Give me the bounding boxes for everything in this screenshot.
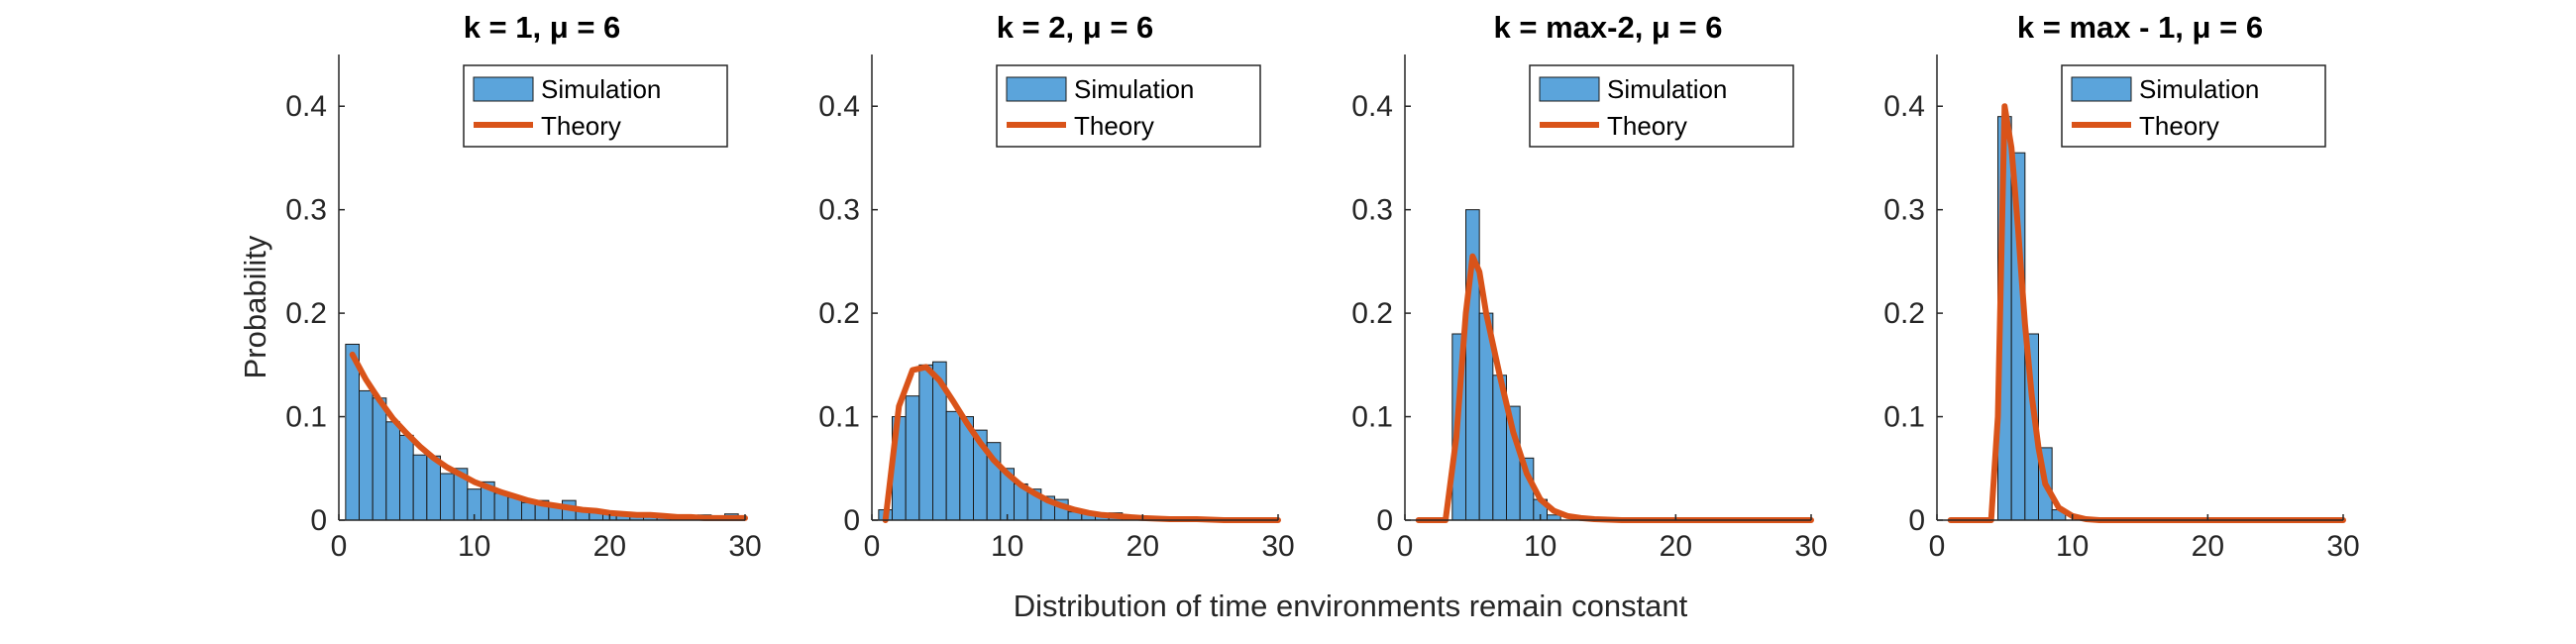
x-tick-label: 20 xyxy=(593,530,626,563)
chart-panel-1: 0 10 20 30 0 0.1 0.2 0.3 0.4 k = 1, μ = 6 Simulati… xyxy=(285,10,761,563)
x-tick-label: 0 xyxy=(1397,530,1414,563)
legend-swatch-simulation xyxy=(1539,76,1600,102)
histogram-bar xyxy=(521,501,536,521)
y-tick-label: 0.3 xyxy=(285,194,327,227)
x-tick-label: 30 xyxy=(728,530,761,563)
y-tick-label: 0 xyxy=(1376,504,1393,537)
histogram-bar xyxy=(385,421,401,521)
legend-label-simulation: Simulation xyxy=(1074,74,1194,104)
panel-title: k = max-2, μ = 6 xyxy=(1494,10,1723,45)
y-tick-label: 0.3 xyxy=(818,194,860,227)
chart-panels: 0 10 20 30 0 0.1 0.2 0.3 0.4 k = 1, μ = 6 Simulati… xyxy=(285,10,2359,563)
legend: Simulation Theory xyxy=(996,64,1261,148)
y-tick-label: 0.1 xyxy=(1351,401,1393,434)
x-tick-label: 10 xyxy=(458,530,490,563)
panel-title: k = max - 1, μ = 6 xyxy=(2017,10,2263,45)
histogram-bar xyxy=(905,395,920,521)
y-tick-label: 0.4 xyxy=(1883,90,1925,123)
legend: Simulation Theory xyxy=(463,64,728,148)
histogram-bar xyxy=(426,455,442,521)
theory-line xyxy=(882,364,1281,523)
x-tick-label: 30 xyxy=(1261,530,1294,563)
histogram-bar xyxy=(372,397,387,521)
x-tick-label: 30 xyxy=(2326,530,2359,563)
legend-swatch-simulation xyxy=(473,76,534,102)
histogram-bar xyxy=(345,343,361,521)
histogram-bar xyxy=(918,364,933,521)
legend: Simulation Theory xyxy=(2061,64,2326,148)
legend: Simulation Theory xyxy=(1529,64,1794,148)
y-tick-label: 0.1 xyxy=(818,401,860,434)
y-tick-label: 0 xyxy=(1908,504,1925,537)
y-tick-label: 0.2 xyxy=(818,297,860,330)
legend-label-theory: Theory xyxy=(1074,111,1154,141)
x-tick-label: 20 xyxy=(2192,530,2224,563)
y-tick-label: 0.4 xyxy=(818,90,860,123)
y-tick-label: 0.2 xyxy=(1883,297,1925,330)
x-tick-label: 0 xyxy=(864,530,881,563)
x-tick-label: 0 xyxy=(1929,530,1946,563)
legend-label-simulation: Simulation xyxy=(2139,74,2259,104)
histogram-bar xyxy=(945,410,961,521)
y-tick-label: 0.1 xyxy=(1883,401,1925,434)
legend-label-theory: Theory xyxy=(1607,111,1687,141)
x-tick-label: 0 xyxy=(331,530,348,563)
chart-panel-2: 0 10 20 30 0 0.1 0.2 0.3 0.4 k = 2, μ = 6 Simulati… xyxy=(818,10,1294,563)
y-tick-label: 0.3 xyxy=(1883,194,1925,227)
legend-label-simulation: Simulation xyxy=(1607,74,1727,104)
histogram-bar xyxy=(493,492,509,521)
y-tick-label: 0.4 xyxy=(285,90,327,123)
chart-panel-4: 0 10 20 30 0 0.1 0.2 0.3 0.4 k = max - 1, μ = 6 Si… xyxy=(1883,10,2359,563)
histogram-bar xyxy=(399,434,414,521)
y-tick-label: 0.1 xyxy=(285,401,327,434)
y-tick-label: 0.4 xyxy=(1351,90,1393,123)
y-tick-label: 0.2 xyxy=(1351,297,1393,330)
y-axis-label: Probability xyxy=(238,235,272,378)
x-tick-label: 10 xyxy=(1524,530,1556,563)
histogram-bar xyxy=(359,389,374,521)
y-tick-label: 0 xyxy=(310,504,327,537)
panel-title: k = 1, μ = 6 xyxy=(464,10,621,45)
x-tick-label: 20 xyxy=(1660,530,1692,563)
x-tick-label: 10 xyxy=(991,530,1023,563)
legend-label-theory: Theory xyxy=(541,111,621,141)
panel-title: k = 2, μ = 6 xyxy=(997,10,1154,45)
x-tick-label: 10 xyxy=(2056,530,2089,563)
legend-label-simulation: Simulation xyxy=(541,74,661,104)
legend-swatch-simulation xyxy=(2071,76,2132,102)
chart-panel-3: 0 10 20 30 0 0.1 0.2 0.3 0.4 k = max-2, μ = 6 Simu… xyxy=(1351,10,1827,563)
histogram-bar xyxy=(440,473,455,521)
legend-swatch-simulation xyxy=(1006,76,1067,102)
x-axis-label: Distribution of time environments remain… xyxy=(1014,589,1688,623)
histogram-bar xyxy=(412,454,428,521)
y-tick-label: 0 xyxy=(843,504,860,537)
legend-label-theory: Theory xyxy=(2139,111,2219,141)
x-tick-label: 30 xyxy=(1794,530,1827,563)
y-tick-label: 0.2 xyxy=(285,297,327,330)
theory-line xyxy=(349,351,748,521)
y-tick-label: 0.3 xyxy=(1351,194,1393,227)
x-tick-label: 20 xyxy=(1127,530,1159,563)
